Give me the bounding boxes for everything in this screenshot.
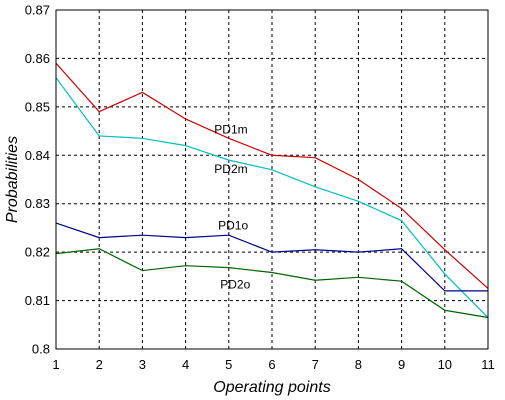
- x-tick-label: 5: [225, 357, 232, 372]
- series-labels: PD1m PD2m PD1o PD2o: [214, 122, 250, 291]
- x-axis-title: Operating points: [213, 379, 330, 396]
- y-tick-label: 0.8: [32, 342, 50, 357]
- y-tick-label: 0.85: [25, 99, 50, 114]
- series-label-pd2m: PD2m: [214, 162, 247, 176]
- series-line-pd2m: [55, 77, 489, 318]
- x-tick-label: 11: [481, 357, 495, 372]
- y-tick-label: 0.87: [25, 3, 50, 18]
- y-tick-label: 0.86: [25, 51, 50, 66]
- plot-frame: [55, 9, 489, 350]
- series-line-pd1o: [55, 222, 488, 292]
- y-tick-label: 0.82: [25, 245, 50, 260]
- x-tick-label: 6: [268, 357, 275, 372]
- y-tick-label: 0.83: [25, 196, 50, 211]
- x-tick-label: 9: [398, 357, 405, 372]
- x-tick-label: 3: [139, 357, 146, 372]
- x-tick-label: 8: [355, 357, 362, 372]
- grid: [56, 10, 488, 349]
- series-label-pd2o: PD2o: [220, 277, 250, 291]
- y-tick-label: 0.81: [25, 293, 50, 308]
- series-lines: [55, 62, 489, 319]
- series-line-pd1m: [55, 62, 489, 289]
- x-tick-label: 1: [52, 357, 59, 372]
- x-tick-label: 7: [312, 357, 319, 372]
- y-axis-title: Probabilities: [4, 136, 21, 223]
- y-tick-label: 0.84: [25, 148, 50, 163]
- x-tick-label: 2: [96, 357, 103, 372]
- x-tick-label: 10: [438, 357, 452, 372]
- series-line-pd2o: [55, 248, 489, 319]
- x-tick-label: 4: [182, 357, 189, 372]
- tick-labels: 1 2 3 4 5 6 7 8 9 10 11 0.8 0.81 0.82 0.83 0.84 0.85 0.86…: [25, 3, 495, 373]
- series-label-pd1o: PD1o: [218, 218, 248, 232]
- series-label-pd1m: PD1m: [214, 122, 247, 136]
